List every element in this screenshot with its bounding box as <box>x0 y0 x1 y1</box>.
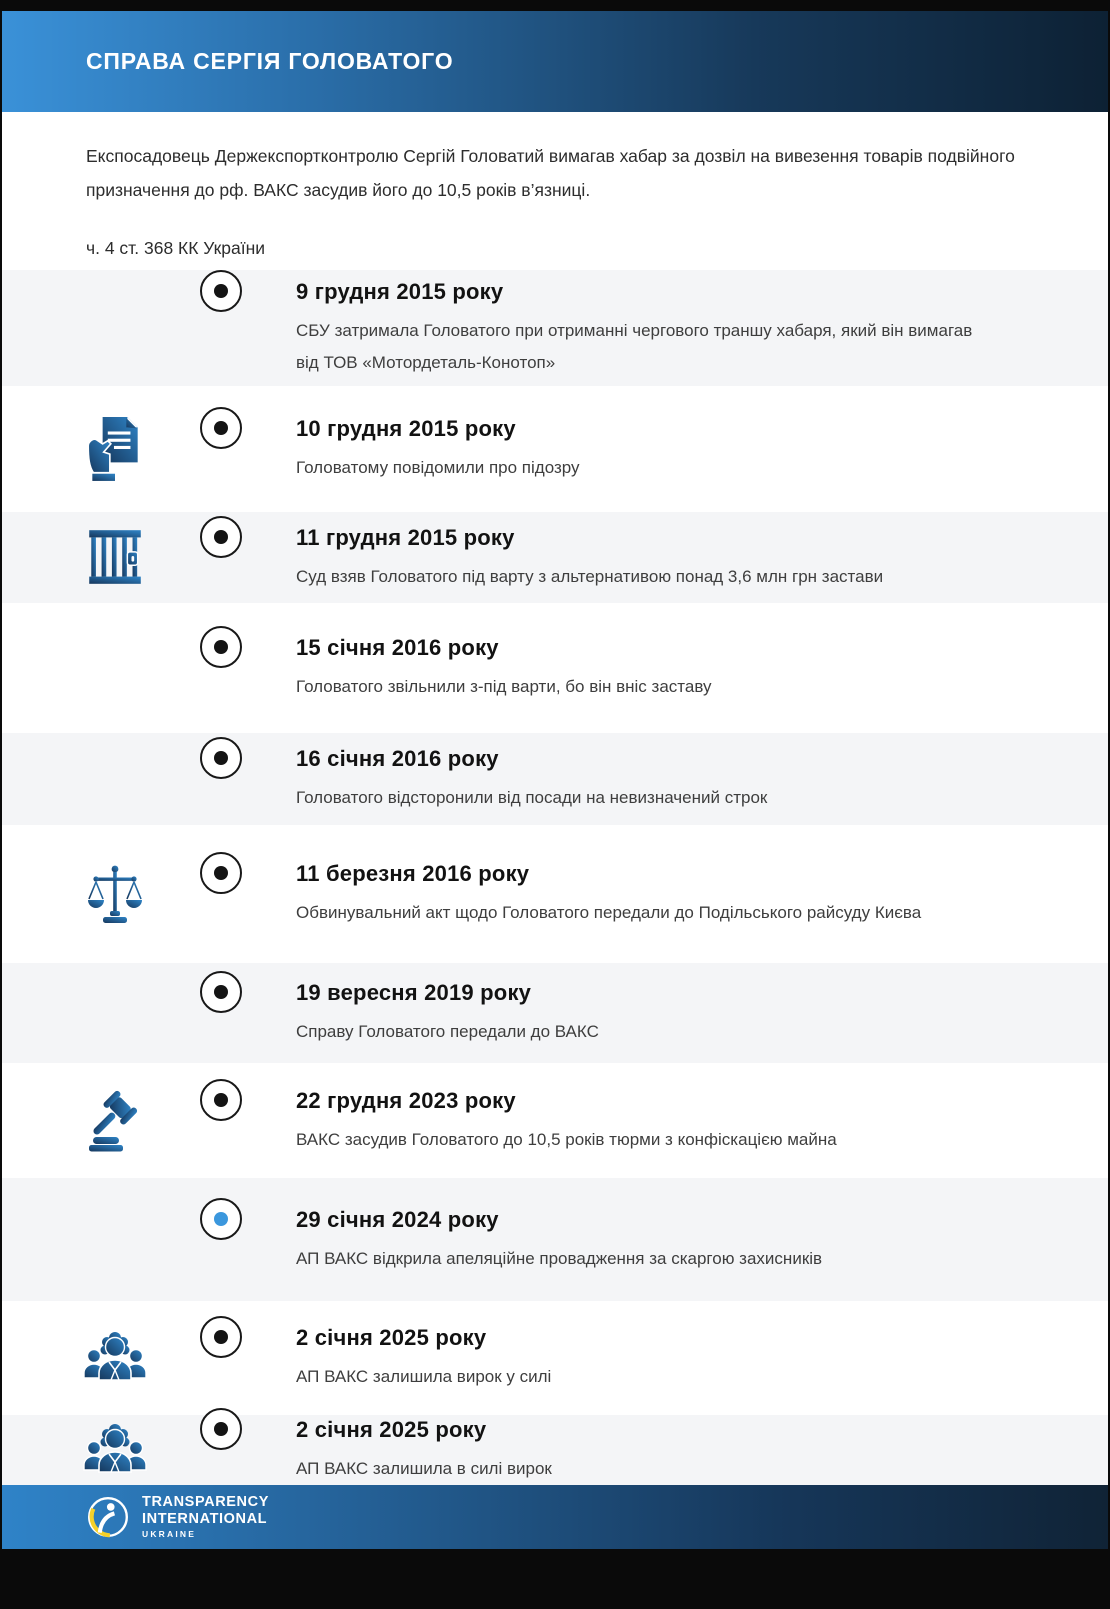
intro-text: Експосадовець Держекспортконтролю Сергій… <box>86 146 1015 201</box>
timeline-marker <box>200 515 242 558</box>
timeline-date: 2 січня 2025 року <box>296 1325 487 1351</box>
ti-logo-icon <box>88 1496 128 1538</box>
timeline-item: 2 січня 2025 року АП ВАКС залишила в сил… <box>2 1408 1108 1485</box>
timeline-date: 19 вересня 2019 року <box>296 980 532 1006</box>
timeline-item: 10 грудня 2015 року Головатому повідомил… <box>2 386 1108 512</box>
timeline-date: 16 січня 2016 року <box>296 746 499 772</box>
timeline-description: Головатого відсторонили від посади на не… <box>296 788 768 808</box>
timeline: 9 грудня 2015 року СБУ затримала Головат… <box>2 270 1108 1485</box>
timeline-item: 15 січня 2016 року Головатого звільнили … <box>2 603 1108 733</box>
timeline-description: Суд взяв Головатого під варту з альтерна… <box>296 566 884 586</box>
timeline-marker <box>200 407 242 450</box>
timeline-description: АП ВАКС відкрила апеляційне провадження … <box>296 1248 823 1268</box>
timeline-marker <box>200 737 242 780</box>
timeline-item: 2 січня 2025 року АП ВАКС залишила вирок… <box>2 1301 1108 1415</box>
logo-org-line1: TRANSPARENCY <box>142 1494 269 1511</box>
timeline-item: 29 січня 2024 року АП ВАКС відкрила апел… <box>2 1178 1108 1301</box>
timeline-marker <box>200 270 242 313</box>
timeline-item: 19 вересня 2019 року Справу Головатого п… <box>2 963 1108 1063</box>
timeline-description: Головатого звільнили з-під варти, бо він… <box>296 677 712 697</box>
timeline-marker <box>200 626 242 669</box>
timeline-dot <box>200 1408 242 1450</box>
timeline-item: 9 грудня 2015 року СБУ затримала Головат… <box>2 270 1108 386</box>
gavel-icon <box>80 1087 150 1153</box>
timeline-date: 15 січня 2016 року <box>296 635 499 661</box>
logo-country: UKRAINE <box>142 1528 197 1539</box>
timeline-dot <box>200 1197 242 1240</box>
timeline-description: СБУ затримала Головатого при отриманні ч… <box>296 321 973 373</box>
timeline-date: 9 грудня 2015 року <box>296 279 504 305</box>
timeline-marker <box>200 1078 242 1121</box>
timeline-dot <box>200 852 242 895</box>
timeline-date: 29 січня 2024 року <box>296 1206 499 1232</box>
timeline-dot <box>200 971 242 1014</box>
law-reference: ч. 4 ст. 368 КК України <box>86 238 266 259</box>
timeline-dot <box>200 407 242 450</box>
timeline-dot <box>200 270 242 313</box>
timeline-date: 22 грудня 2023 року <box>296 1087 516 1113</box>
timeline-dot <box>200 737 242 780</box>
timeline-dot <box>200 515 242 558</box>
judges-icon <box>80 1418 150 1482</box>
timeline-date: 11 березня 2016 року <box>296 861 530 887</box>
timeline-item: 11 грудня 2015 року Суд взяв Головатого … <box>2 512 1108 603</box>
judges-icon <box>80 1326 150 1390</box>
transparency-international-logo: TRANSPARENCY INTERNATIONAL UKRAINE <box>86 1494 269 1539</box>
hand-document-icon <box>80 415 150 483</box>
timeline-marker <box>200 852 242 895</box>
timeline-date: 2 січня 2025 року <box>296 1417 487 1442</box>
timeline-dot <box>200 1078 242 1121</box>
timeline-marker <box>200 1197 242 1240</box>
infographic-page: СПРАВА СЕРГІЯ ГОЛОВАТОГО Експосадовець Д… <box>2 11 1108 1549</box>
header-banner: СПРАВА СЕРГІЯ ГОЛОВАТОГО <box>2 11 1108 112</box>
timeline-marker <box>200 1408 242 1450</box>
timeline-marker <box>200 1316 242 1359</box>
page-frame: СПРАВА СЕРГІЯ ГОЛОВАТОГО Експосадовець Д… <box>2 11 1108 1549</box>
timeline-description: АП ВАКС залишила вирок у силі <box>296 1367 552 1387</box>
timeline-marker <box>200 971 242 1014</box>
timeline-date: 10 грудня 2015 року <box>296 416 516 442</box>
timeline-description: АП ВАКС залишила в силі вирок <box>296 1459 552 1479</box>
timeline-date: 11 грудня 2015 року <box>296 524 515 550</box>
timeline-description: Обвинувальний акт щодо Головатого переда… <box>296 903 922 923</box>
timeline-description: Головатому повідомили про підозру <box>296 458 580 478</box>
intro-section: Експосадовець Держекспортконтролю Сергій… <box>2 112 1108 270</box>
timeline-item: 16 січня 2016 року Головатого відсторони… <box>2 733 1108 825</box>
scales-icon <box>80 863 150 925</box>
timeline-item: 11 березня 2016 року Обвинувальний акт щ… <box>2 825 1108 963</box>
timeline-item: 22 грудня 2023 року ВАКС засудив Головат… <box>2 1063 1108 1178</box>
page-title: СПРАВА СЕРГІЯ ГОЛОВАТОГО <box>86 48 454 74</box>
timeline-dot <box>200 626 242 669</box>
timeline-description: ВАКС засудив Головатого до 10,5 років тю… <box>296 1129 837 1149</box>
prison-bars-icon <box>80 524 150 590</box>
timeline-dot <box>200 1316 242 1359</box>
footer-banner: TRANSPARENCY INTERNATIONAL UKRAINE <box>2 1484 1108 1549</box>
timeline-description: Справу Головатого передали до ВАКС <box>296 1022 599 1042</box>
logo-org-line2: INTERNATIONAL <box>142 1510 268 1527</box>
